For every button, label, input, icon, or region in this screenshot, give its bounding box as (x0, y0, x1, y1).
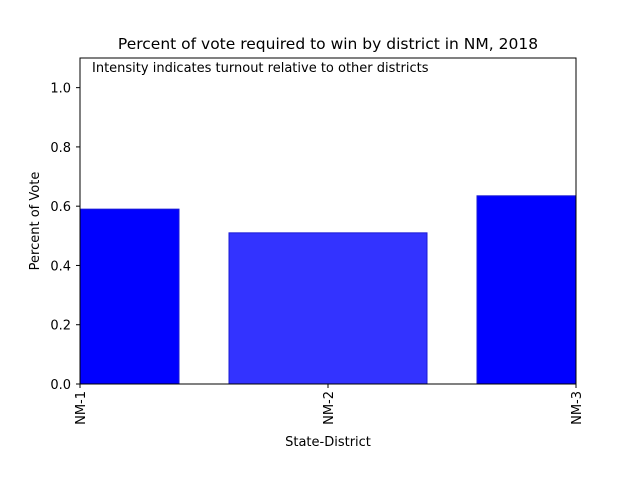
y-tick-label: 0.2 (50, 319, 71, 334)
y-axis-ticks: 0.0 0.2 0.4 0.6 0.8 1.0 (50, 82, 80, 393)
bars-group (79, 195, 577, 385)
y-tick-label: 0.0 (50, 378, 71, 393)
x-tick-label: NM-1 (74, 391, 89, 425)
bar-nm-1 (79, 208, 180, 385)
y-tick-label: 0.8 (50, 141, 71, 156)
y-tick-label: 1.0 (50, 82, 71, 97)
bar-nm-3 (476, 195, 577, 385)
x-tick-label: NM-3 (570, 391, 585, 425)
y-tick-label: 0.6 (50, 200, 71, 215)
x-axis-label: State-District (285, 435, 371, 450)
x-tick-label: NM-2 (322, 391, 337, 425)
x-axis-ticks: NM-1 NM-2 NM-3 (74, 384, 585, 425)
bar-nm-2 (228, 232, 428, 385)
y-tick-label: 0.4 (50, 259, 71, 274)
chart-title: Percent of vote required to win by distr… (118, 35, 538, 53)
chart-annotation: Intensity indicates turnout relative to … (92, 61, 429, 76)
y-axis-label: Percent of Vote (28, 172, 43, 271)
